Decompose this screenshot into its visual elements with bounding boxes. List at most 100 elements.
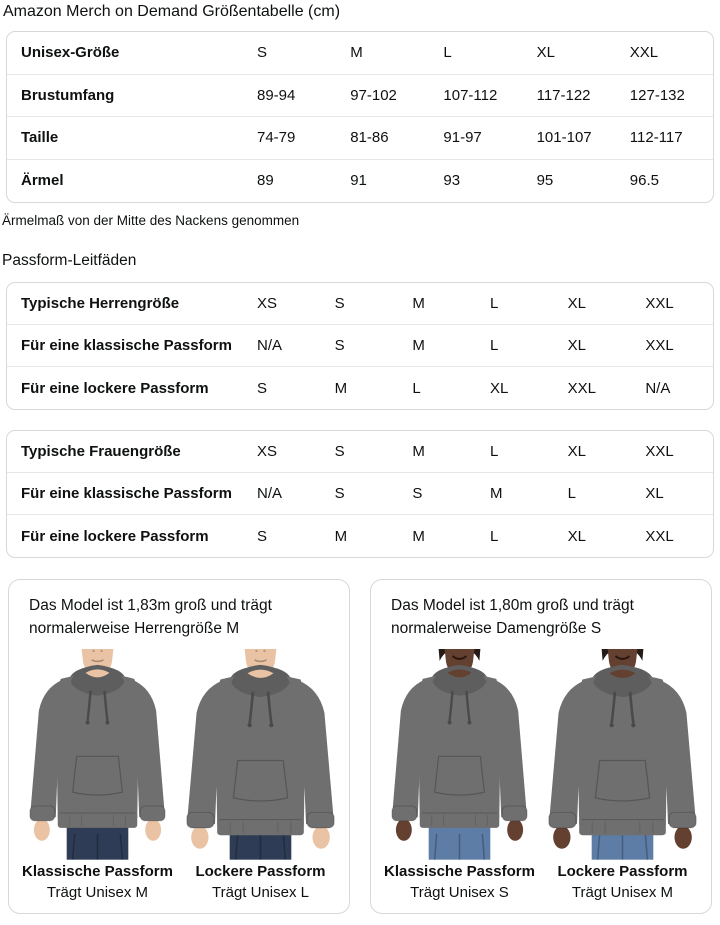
fit-label: Lockere Passform bbox=[557, 862, 688, 880]
row-label: Für eine lockere Passform bbox=[21, 527, 209, 545]
fit-cell: XL bbox=[567, 295, 587, 312]
measure-cell: 91-97 bbox=[443, 129, 482, 147]
fit-cell: L bbox=[567, 485, 576, 502]
fit-cell: S bbox=[334, 295, 345, 312]
fit-cell: S bbox=[412, 485, 423, 502]
row-label: Typische Frauengröße bbox=[21, 443, 181, 460]
model-description: Das Model ist 1,83m groß und trägt norma… bbox=[29, 597, 272, 637]
measure-cell: 81-86 bbox=[350, 129, 389, 147]
measure-cell: 89 bbox=[257, 172, 274, 190]
measure-cell: 91 bbox=[350, 172, 367, 190]
fit-label: Lockere Passform bbox=[195, 862, 326, 880]
fit-cell: XXL bbox=[567, 379, 597, 397]
fit-cell: S bbox=[257, 527, 268, 545]
model-photo-classic: Klassische Passform Trägt Unisex M bbox=[17, 649, 178, 901]
table-row: Unisex-Größe S M L XL XXL bbox=[7, 32, 713, 75]
size-cell: L bbox=[443, 44, 452, 62]
measure-cell: 96.5 bbox=[629, 172, 659, 190]
fit-cell: M bbox=[412, 295, 425, 312]
fit-cell: XS bbox=[257, 295, 278, 312]
size-cell: S bbox=[257, 44, 268, 62]
fit-cell: XL bbox=[489, 379, 509, 397]
fit-label: Klassische Passform bbox=[384, 862, 535, 880]
fit-cell: XXL bbox=[645, 295, 674, 312]
size-label: Trägt Unisex S bbox=[410, 883, 509, 901]
model-photos: Klassische Passform Trägt Unisex S Locke… bbox=[379, 649, 703, 901]
size-label: Trägt Unisex M bbox=[46, 883, 149, 901]
measure-cell: 101-107 bbox=[536, 129, 592, 147]
fit-cell: XL bbox=[567, 527, 587, 545]
fit-guide-table-men: Typische Herrengröße XS S M L XL XXL Für… bbox=[6, 282, 714, 410]
fit-cell: XL bbox=[645, 485, 664, 502]
row-label: Typische Herrengröße bbox=[21, 295, 180, 312]
measure-cell: 117-122 bbox=[536, 86, 591, 104]
sleeve-measure-footnote: Ärmelmaß von der Mitte des Nackens genom… bbox=[2, 213, 300, 228]
fit-cell: L bbox=[489, 527, 499, 545]
fit-cell: N/A bbox=[257, 337, 283, 354]
row-label: Brustumfang bbox=[21, 86, 115, 104]
size-cell: M bbox=[350, 44, 363, 62]
female-classic-hoodie-illustration bbox=[379, 649, 540, 860]
table-row: Typische Herrengröße XS S M L XL XXL bbox=[7, 283, 713, 325]
fit-cell: M bbox=[334, 527, 348, 545]
size-cell: XXL bbox=[629, 44, 659, 62]
fit-cell: M bbox=[412, 337, 425, 354]
fit-cell: S bbox=[334, 337, 345, 354]
fit-cell: M bbox=[334, 379, 348, 397]
measure-cell: 112-117 bbox=[629, 129, 683, 147]
table-row: Für eine lockere Passform S M L XL XXL N… bbox=[7, 367, 713, 409]
fit-cell: N/A bbox=[645, 379, 671, 397]
fit-cell: XL bbox=[567, 443, 587, 460]
size-label: Trägt Unisex M bbox=[571, 883, 674, 901]
measure-cell: 97-102 bbox=[350, 86, 397, 104]
fit-cell: L bbox=[412, 379, 421, 397]
model-photo-loose: Lockere Passform Trägt Unisex M bbox=[542, 649, 703, 901]
fit-cell: N/A bbox=[257, 485, 283, 502]
size-table: Unisex-Größe S M L XL XXL Brustumfang 89… bbox=[6, 31, 714, 203]
fit-label: Klassische Passform bbox=[22, 862, 173, 880]
model-photos: Klassische Passform Trägt Unisex M Locke… bbox=[17, 649, 341, 901]
measure-cell: 95 bbox=[536, 172, 554, 190]
table-row: Taille 74-79 81-86 91-97 101-107 112-117 bbox=[7, 117, 713, 160]
fit-cell: S bbox=[334, 485, 345, 502]
fit-guides-heading: Passform-Leitfäden bbox=[2, 252, 137, 269]
fit-cell: S bbox=[334, 443, 345, 460]
row-label: Für eine lockere Passform bbox=[21, 379, 209, 397]
table-row: Für eine klassische Passform N/A S S M L… bbox=[7, 473, 713, 515]
fit-cell: XS bbox=[257, 443, 278, 460]
model-cards: Das Model ist 1,83m groß und trägt norma… bbox=[8, 579, 712, 914]
model-card-women: Das Model ist 1,80m groß und trägt norma… bbox=[370, 579, 712, 914]
fit-cell: XL bbox=[567, 337, 587, 354]
fit-guide-table-women: Typische Frauengröße XS S M L XL XXL Für… bbox=[6, 430, 714, 558]
measure-cell: 89-94 bbox=[257, 86, 296, 104]
row-label: Ärmel bbox=[21, 172, 64, 190]
fit-cell: XXL bbox=[645, 527, 674, 545]
row-label: Für eine klassische Passform bbox=[21, 485, 232, 502]
fit-cell: L bbox=[489, 295, 499, 312]
model-description: Das Model ist 1,80m groß und trägt norma… bbox=[391, 597, 634, 637]
male-loose-hoodie-illustration bbox=[180, 649, 341, 860]
female-loose-hoodie-illustration bbox=[542, 649, 703, 860]
size-label: Trägt Unisex L bbox=[212, 883, 309, 901]
fit-cell: XXL bbox=[645, 443, 674, 460]
fit-cell: S bbox=[257, 379, 268, 397]
table-row: Brustumfang 89-94 97-102 107-112 117-122… bbox=[7, 75, 713, 117]
fit-cell: XXL bbox=[645, 337, 674, 354]
fit-cell: M bbox=[412, 527, 425, 545]
fit-cell: M bbox=[489, 485, 503, 502]
table-row: Ärmel 89 91 93 95 96.5 bbox=[7, 160, 713, 203]
size-cell: XL bbox=[536, 44, 555, 62]
fit-cell: L bbox=[489, 443, 499, 460]
page-title: Amazon Merch on Demand Größentabelle (cm… bbox=[3, 3, 341, 20]
fit-cell: M bbox=[412, 443, 425, 460]
measure-cell: 127-132 bbox=[629, 86, 685, 104]
table-row: Typische Frauengröße XS S M L XL XXL bbox=[7, 431, 713, 473]
table-row: Für eine lockere Passform S M M L XL XXL bbox=[7, 515, 713, 557]
fit-cell: L bbox=[489, 337, 499, 354]
table-row: Für eine klassische Passform N/A S M L X… bbox=[7, 325, 713, 367]
row-label: Unisex-Größe bbox=[21, 44, 120, 62]
model-card-men: Das Model ist 1,83m groß und trägt norma… bbox=[8, 579, 350, 914]
model-photo-classic: Klassische Passform Trägt Unisex S bbox=[379, 649, 540, 901]
row-label: Für eine klassische Passform bbox=[21, 337, 232, 354]
